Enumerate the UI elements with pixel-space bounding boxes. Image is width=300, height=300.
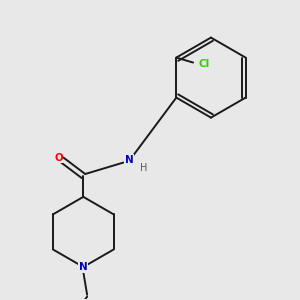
Text: H: H bbox=[140, 163, 147, 173]
Text: N: N bbox=[79, 262, 88, 272]
Text: N: N bbox=[125, 154, 134, 164]
Text: O: O bbox=[54, 153, 63, 163]
Text: Cl: Cl bbox=[198, 59, 209, 70]
